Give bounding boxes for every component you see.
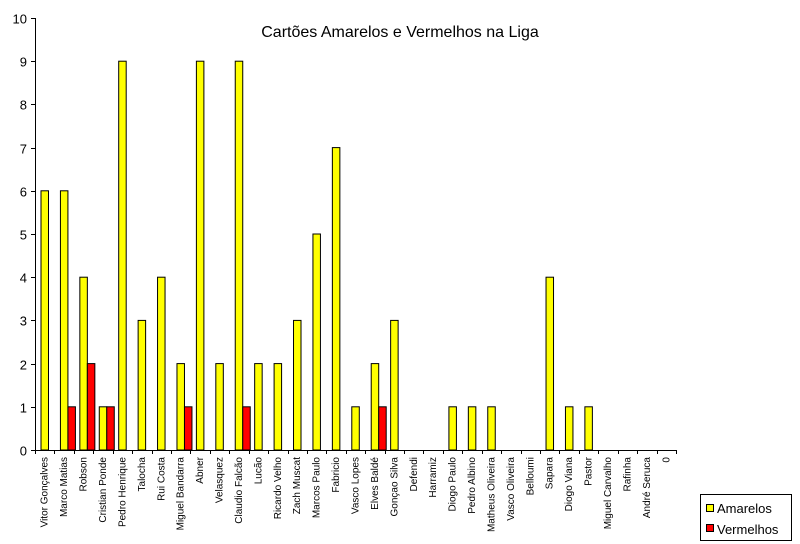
- legend-swatch-vermelhos: [706, 524, 714, 532]
- y-tick-label: 4: [20, 271, 27, 286]
- x-tick-label: Defendi: [409, 457, 420, 491]
- legend-box: [700, 494, 792, 541]
- bar-amarelos-10: [234, 60, 244, 451]
- x-tick-label: Fabricio: [331, 457, 342, 493]
- bar-amarelos-17: [370, 363, 380, 451]
- y-tick-label: 10: [13, 12, 27, 27]
- x-tick-label: Rui Costa: [156, 457, 167, 501]
- bar-amarelos-21: [448, 406, 457, 451]
- bar-amarelos-16: [351, 406, 360, 451]
- x-tick-label: 0: [661, 457, 672, 463]
- x-tick-label: Diogo Paulo: [448, 457, 459, 512]
- bar-amarelos-23: [487, 406, 496, 451]
- legend-label-amarelos: Amarelos: [717, 501, 772, 516]
- y-tick-label: 0: [20, 444, 27, 459]
- y-tick-label: 7: [20, 142, 27, 157]
- x-tick-label: Velasquez: [215, 457, 226, 503]
- legend-swatch-amarelos: [706, 504, 714, 512]
- x-tick-label: Ricardo Velho: [273, 457, 284, 520]
- x-tick-label: Rafinha: [622, 457, 633, 492]
- x-tick-label: Lucão: [253, 457, 264, 485]
- bar-amarelos-8: [195, 60, 205, 451]
- x-tick-label: Vitor Gonçalves: [40, 457, 51, 527]
- bar-amarelos-18: [390, 319, 399, 451]
- bar-amarelos-0: [40, 190, 49, 451]
- y-tick-label: 9: [20, 55, 27, 70]
- x-tick-label: Miguel Bandarra: [176, 457, 187, 531]
- y-tick-label: 3: [20, 314, 27, 329]
- x-tick-label: Robson: [79, 457, 90, 491]
- y-tick-label: 6: [20, 185, 27, 200]
- bar-amarelos-2: [79, 276, 88, 451]
- y-tick-label: 2: [20, 358, 27, 373]
- bar-vermelhos-3: [106, 406, 115, 451]
- chart-title: Cartões Amarelos e Vermelhos na Liga: [261, 24, 539, 41]
- bar-vermelhos-10: [242, 406, 251, 451]
- x-tick-label: Marco Matias: [59, 457, 70, 517]
- bar-vermelhos-1: [67, 406, 76, 451]
- x-tick-label: Miguel Carvalho: [603, 457, 614, 530]
- bar-amarelos-7: [176, 363, 185, 451]
- x-tick-label: André Seruca: [642, 457, 653, 519]
- x-tick-label: Elves Baldé: [370, 457, 381, 510]
- bar-amarelos-28: [584, 406, 593, 451]
- bar-amarelos-3: [98, 406, 108, 451]
- x-tick-label: Pastor: [584, 456, 595, 486]
- x-tick-label: Vasco Oliveira: [506, 457, 517, 521]
- bar-amarelos-1: [59, 190, 69, 451]
- x-tick-label: Belloumi: [525, 457, 536, 495]
- legend-label-vermelhos: Vermelhos: [717, 522, 779, 537]
- bars: [40, 60, 593, 451]
- x-tick-label: Diogo Viana: [564, 457, 575, 512]
- x-tick-label: Claudio Falcão: [234, 457, 245, 524]
- x-tick-label: Marcos Paulo: [312, 457, 323, 519]
- x-tick-label: Pedro Albino: [467, 457, 478, 514]
- x-tick-label: Zach Muscat: [292, 457, 303, 514]
- x-tick-label: Cristian Ponde: [98, 457, 109, 523]
- y-tick-label: 5: [20, 228, 27, 243]
- bar-vermelhos-17: [378, 406, 387, 451]
- x-axis: Vitor Gonçalves Marco Matias Robson Cristia…: [35, 450, 677, 532]
- bar-amarelos-6: [157, 276, 166, 451]
- y-tick-label: 8: [20, 98, 27, 113]
- bar-amarelos-14: [312, 233, 321, 451]
- x-tick-label: Abner: [195, 456, 206, 483]
- bar-amarelos-22: [467, 406, 477, 451]
- bar-vermelhos-7: [183, 406, 193, 451]
- bar-amarelos-12: [273, 363, 283, 451]
- bar-amarelos-5: [137, 319, 147, 451]
- bar-amarelos-9: [215, 363, 224, 451]
- bar-amarelos-15: [331, 147, 341, 451]
- y-axis: 0 1 2 3 4 5 6 7 8 9 10: [13, 12, 35, 459]
- y-tick-label: 1: [20, 401, 27, 416]
- bar-amarelos-13: [293, 319, 302, 451]
- x-tick-label: Gonçao Silva: [389, 457, 400, 517]
- x-tick-label: Pedro Henrique: [117, 457, 128, 527]
- bar-amarelos-4: [118, 60, 127, 451]
- bar-amarelos-11: [254, 363, 263, 451]
- x-tick-label: Harramiz: [428, 457, 439, 498]
- x-tick-label: Vasco Lopes: [351, 457, 362, 514]
- x-tick-label: Talocha: [137, 457, 148, 492]
- x-tick-label: Matheus Oliveira: [486, 457, 497, 532]
- bar-amarelos-26: [545, 276, 555, 451]
- bar-amarelos-27: [564, 406, 574, 451]
- x-tick-label: Sapara: [545, 457, 556, 490]
- bar-vermelhos-2: [86, 363, 96, 451]
- legend: Amarelos Vermelhos: [700, 494, 792, 541]
